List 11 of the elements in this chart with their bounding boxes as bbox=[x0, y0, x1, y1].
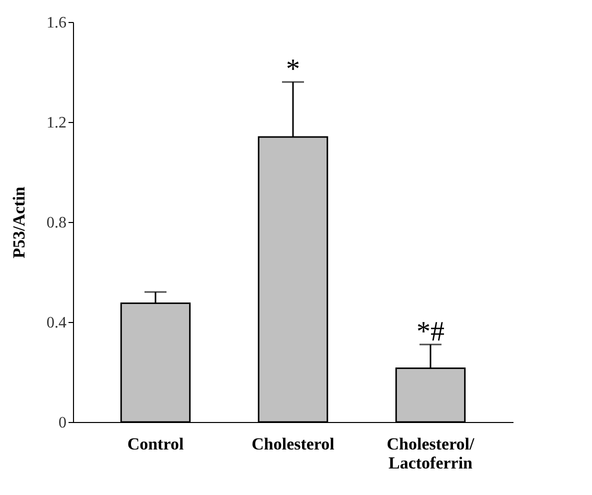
annotation: *# bbox=[416, 316, 444, 348]
y-tick-label: 0.8 bbox=[46, 214, 66, 232]
y-tick-label: 0 bbox=[58, 414, 66, 432]
y-tick-label: 0.4 bbox=[46, 314, 66, 332]
x-tick-label: Cholesterol/ Lactoferrin bbox=[386, 434, 475, 472]
y-tick-label: 1.2 bbox=[46, 114, 66, 132]
y-tick-label: 1.6 bbox=[46, 14, 66, 32]
x-tick-label: Control bbox=[127, 434, 184, 454]
x-tick-label: Cholesterol bbox=[252, 434, 335, 454]
annotation: * bbox=[286, 54, 300, 85]
y-axis-title: P53/Actin bbox=[10, 186, 28, 258]
